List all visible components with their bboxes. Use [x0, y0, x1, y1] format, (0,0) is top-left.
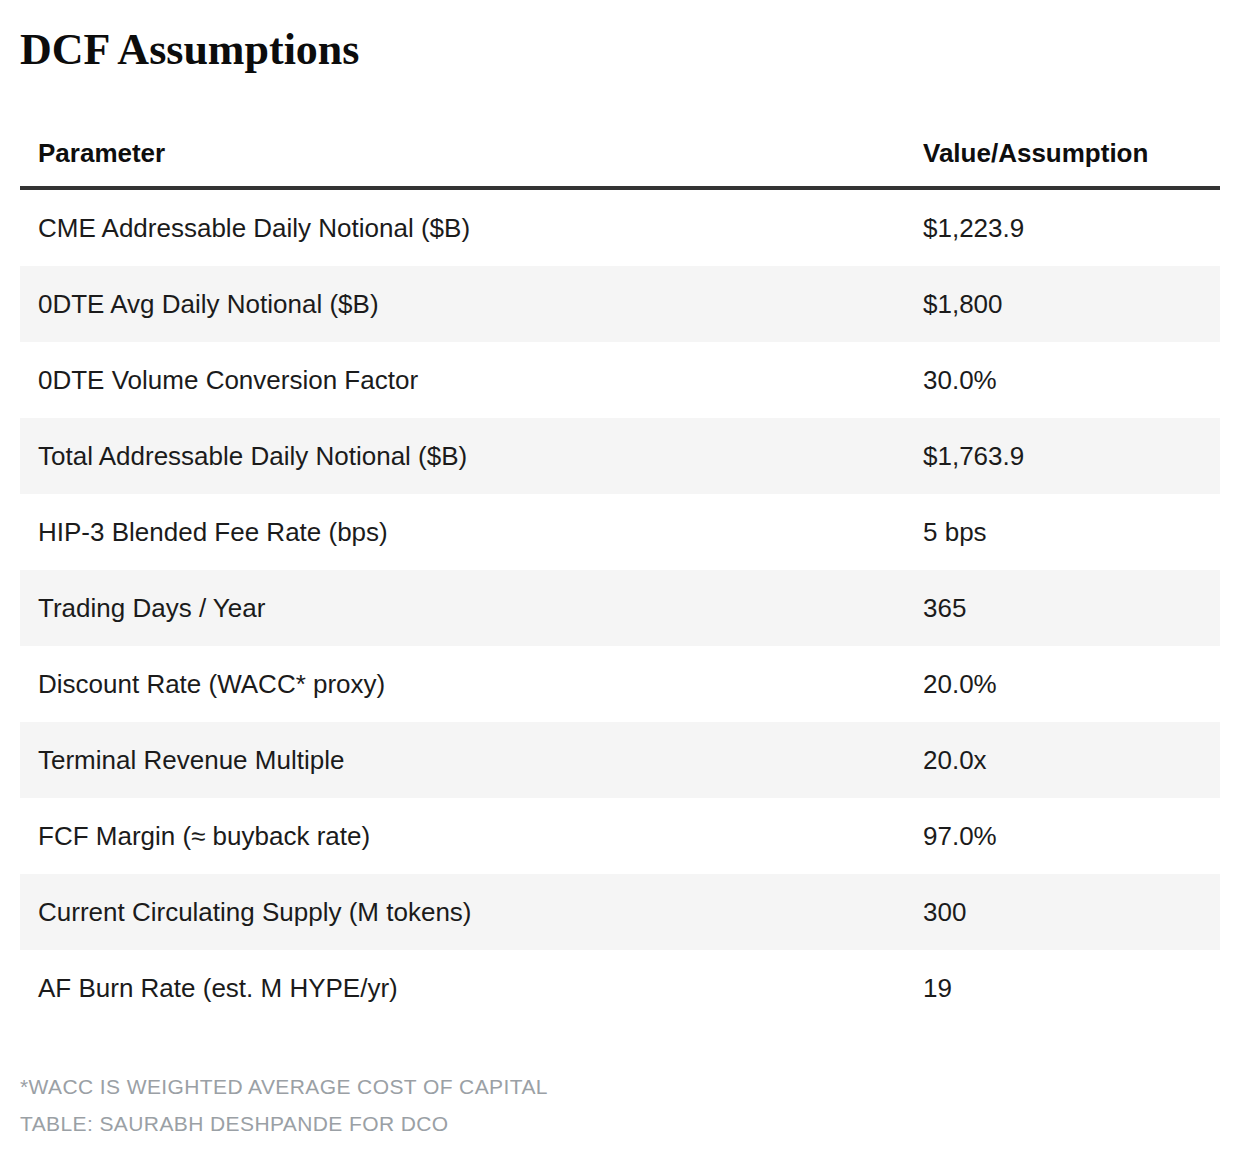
table-row: Total Addressable Daily Notional ($B) $1… — [20, 418, 1220, 494]
table-row: 0DTE Avg Daily Notional ($B) $1,800 — [20, 266, 1220, 342]
parameter-cell: Discount Rate (WACC* proxy) — [20, 668, 923, 700]
parameter-cell: 0DTE Volume Conversion Factor — [20, 364, 923, 396]
parameter-cell: Current Circulating Supply (M tokens) — [20, 896, 923, 928]
value-cell: $1,763.9 — [923, 440, 1220, 472]
table-row: 0DTE Volume Conversion Factor 30.0% — [20, 342, 1220, 418]
value-cell: 19 — [923, 972, 1220, 1004]
parameter-cell: AF Burn Rate (est. M HYPE/yr) — [20, 972, 923, 1004]
value-cell: 20.0x — [923, 744, 1220, 776]
value-cell: 5 bps — [923, 516, 1220, 548]
parameter-cell: FCF Margin (≈ buyback rate) — [20, 820, 923, 852]
value-cell: 300 — [923, 896, 1220, 928]
table-row: AF Burn Rate (est. M HYPE/yr) 19 — [20, 950, 1220, 1026]
column-header-parameter: Parameter — [20, 138, 923, 168]
parameter-cell: HIP-3 Blended Fee Rate (bps) — [20, 516, 923, 548]
value-cell: $1,223.9 — [923, 212, 1220, 244]
table-row: HIP-3 Blended Fee Rate (bps) 5 bps — [20, 494, 1220, 570]
table-header-row: Parameter Value/Assumption — [20, 74, 1220, 190]
value-cell: 97.0% — [923, 820, 1220, 852]
table-row: CME Addressable Daily Notional ($B) $1,2… — [20, 190, 1220, 266]
footnotes: *WACC IS WEIGHTED AVERAGE COST OF CAPITA… — [20, 1068, 1220, 1142]
page-title: DCF Assumptions — [20, 26, 1220, 74]
value-cell: 30.0% — [923, 364, 1220, 396]
table-body: CME Addressable Daily Notional ($B) $1,2… — [20, 190, 1220, 1026]
table-row: Terminal Revenue Multiple 20.0x — [20, 722, 1220, 798]
table-row: Trading Days / Year 365 — [20, 570, 1220, 646]
parameter-cell: Terminal Revenue Multiple — [20, 744, 923, 776]
parameter-cell: Trading Days / Year — [20, 592, 923, 624]
value-cell: $1,800 — [923, 288, 1220, 320]
value-cell: 20.0% — [923, 668, 1220, 700]
value-cell: 365 — [923, 592, 1220, 624]
table-row: Discount Rate (WACC* proxy) 20.0% — [20, 646, 1220, 722]
footnote-wacc-definition: *WACC IS WEIGHTED AVERAGE COST OF CAPITA… — [20, 1068, 1220, 1105]
parameter-cell: 0DTE Avg Daily Notional ($B) — [20, 288, 923, 320]
table-credit: TABLE: SAURABH DESHPANDE FOR DCO — [20, 1105, 1220, 1142]
parameter-cell: CME Addressable Daily Notional ($B) — [20, 212, 923, 244]
dcf-assumptions-table: Parameter Value/Assumption CME Addressab… — [20, 74, 1220, 1026]
page: DCF Assumptions Parameter Value/Assumpti… — [0, 0, 1240, 1150]
table-row: Current Circulating Supply (M tokens) 30… — [20, 874, 1220, 950]
column-header-value-assumption: Value/Assumption — [923, 138, 1220, 168]
parameter-cell: Total Addressable Daily Notional ($B) — [20, 440, 923, 472]
table-row: FCF Margin (≈ buyback rate) 97.0% — [20, 798, 1220, 874]
